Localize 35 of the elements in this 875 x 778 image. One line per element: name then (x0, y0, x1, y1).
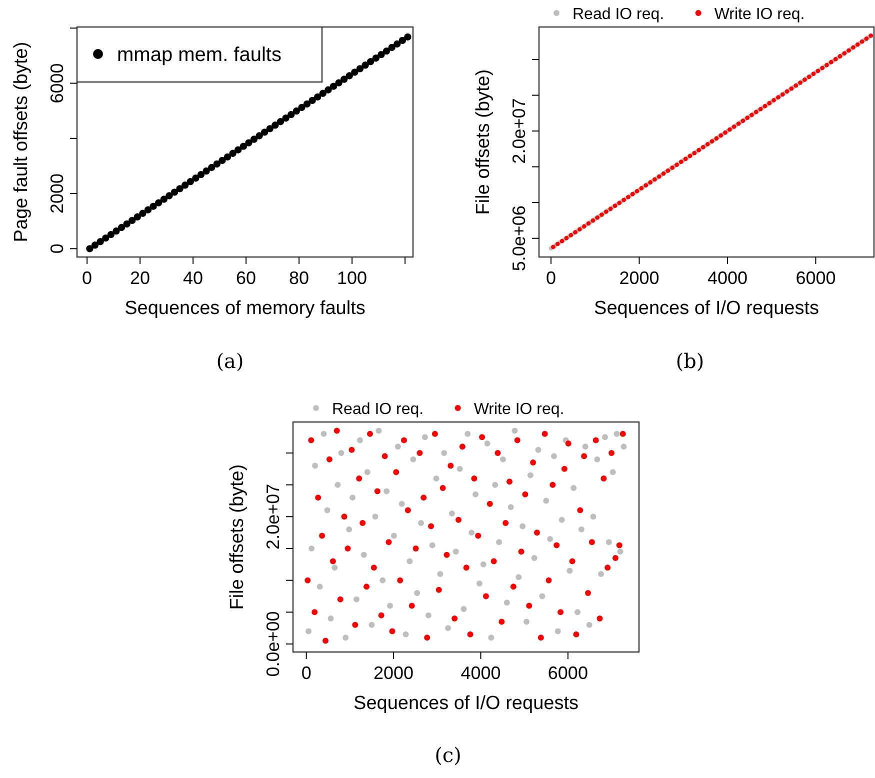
x-tick-label: 80 (289, 268, 310, 288)
y-axis-title: Page fault offsets (byte) (11, 42, 32, 242)
y-axis-title: File offsets (byte) (473, 69, 494, 215)
y-tick-label: 0.0e+00 (263, 611, 283, 677)
y-tick-label: 2.0e+07 (509, 98, 529, 164)
y-tick-label: 6000 (47, 63, 67, 104)
y-tick-label: 0 (47, 244, 67, 254)
y-tick-label: 2000 (47, 174, 67, 214)
text: (b) (676, 349, 704, 373)
x-tick-label: 100 (337, 268, 368, 288)
text: (c) (434, 743, 462, 767)
x-tick-label: 6000 (796, 268, 836, 288)
x-tick-label: 4000 (707, 268, 748, 288)
x-tick-label: 2000 (619, 268, 660, 288)
x-tick-label: 40 (183, 268, 204, 288)
legend-label: mmap mem. faults (117, 44, 282, 66)
x-tick-label: 60 (236, 268, 256, 288)
y-axis-title: File offsets (byte) (227, 464, 248, 610)
x-tick-label: 6000 (548, 663, 588, 683)
y-tick-label: 5.0e+06 (509, 206, 529, 272)
y-tick-label: 2.0e+07 (263, 484, 283, 550)
x-tick-label: 0 (546, 268, 556, 288)
x-tick-label: 0 (82, 268, 92, 288)
x-tick-label: 0 (301, 663, 312, 683)
x-tick-label: 20 (130, 268, 150, 288)
x-tick-label: 4000 (460, 663, 501, 683)
legend-label: Read IO req. (572, 6, 664, 23)
x-axis-title: Sequences of I/O requests (354, 693, 578, 714)
x-axis-title: Sequences of memory faults (124, 298, 366, 319)
x-axis-title: Sequences of I/O requests (594, 298, 819, 319)
text: (a) (216, 349, 244, 373)
legend-label: Write IO req. (714, 6, 805, 23)
legend-label: Write IO req. (474, 401, 564, 418)
x-tick-label: 2000 (374, 663, 414, 683)
legend-label: Read IO req. (332, 401, 424, 418)
